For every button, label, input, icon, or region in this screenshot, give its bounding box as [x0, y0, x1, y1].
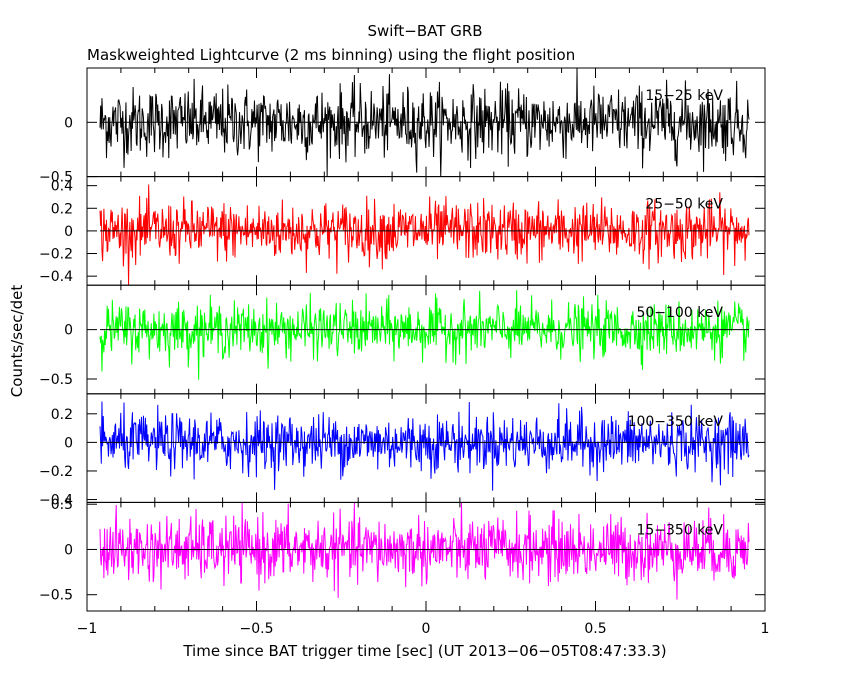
- panels-group: 0 −0.5 15−25 keV 0.4 0.2 0 −0.2 −0.4 25−50 keV 0 −…: [39, 67, 766, 612]
- x-tick-label-2: −0.5: [240, 621, 274, 637]
- x-tick-label-5: 1: [761, 621, 770, 637]
- panel-4: 0.2 0 −0.2 −0.4 100−350 keV: [39, 393, 766, 509]
- y-tick-label-4-4: −0.4: [39, 493, 73, 509]
- y-axis-label: Counts/sec/det: [8, 285, 26, 398]
- y-tick-label-5-1: 0.5: [51, 497, 73, 513]
- series-line-1: [99, 68, 750, 177]
- y-tick-label-5-3: −0.5: [39, 588, 73, 604]
- band-label-4: 100−350 keV: [628, 414, 724, 430]
- panel-2: 0.4 0.2 0 −0.2 −0.4 25−50 keV: [39, 176, 766, 286]
- band-label-3: 50−100 keV: [636, 305, 723, 321]
- x-tick-label-1: −1: [77, 621, 98, 637]
- chart-subtitle: Maskweighted Lightcurve (2 ms binning) u…: [87, 46, 575, 64]
- y-tick-label-3-1: 0: [64, 323, 73, 339]
- y-tick-label-2-4: −0.2: [39, 247, 73, 263]
- panel-3: 0 −0.5 50−100 keV: [39, 284, 766, 395]
- x-tick-label-3: 0: [422, 621, 431, 637]
- y-tick-label-4-1: 0.2: [51, 407, 73, 423]
- x-tick-label-4: 0.5: [584, 621, 606, 637]
- y-tick-label-2-5: −0.4: [39, 269, 73, 285]
- y-tick-label-2-3: 0: [64, 224, 73, 240]
- band-label-1: 15−25 keV: [645, 88, 723, 104]
- y-tick-label-1-2: −0.5: [39, 170, 73, 186]
- chart-title: Swift−BAT GRB: [367, 22, 482, 40]
- series-line-4: [99, 401, 750, 491]
- y-tick-label-1-1: 0: [64, 115, 73, 131]
- y-tick-label-5-2: 0: [64, 542, 73, 558]
- y-tick-label-4-3: −0.2: [39, 464, 73, 480]
- x-axis: −1 −0.5 0 0.5 1: [77, 621, 770, 637]
- panel-5: 0.5 0 −0.5 15−350 keV: [39, 497, 766, 612]
- series-line-5: [99, 502, 750, 600]
- y-tick-label-3-2: −0.5: [39, 372, 73, 388]
- series-line-3: [99, 290, 750, 380]
- x-axis-label: Time since BAT trigger time [sec] (UT 20…: [182, 642, 666, 660]
- band-label-5: 15−350 keV: [636, 522, 723, 538]
- y-tick-label-2-2: 0.2: [51, 201, 73, 217]
- y-tick-label-4-2: 0: [64, 435, 73, 451]
- y-tick-label-2-1: 0.4: [51, 179, 73, 195]
- band-label-2: 25−50 keV: [645, 197, 723, 213]
- panel-1: 0 −0.5 15−25 keV: [39, 67, 766, 186]
- series-line-2: [99, 184, 750, 285]
